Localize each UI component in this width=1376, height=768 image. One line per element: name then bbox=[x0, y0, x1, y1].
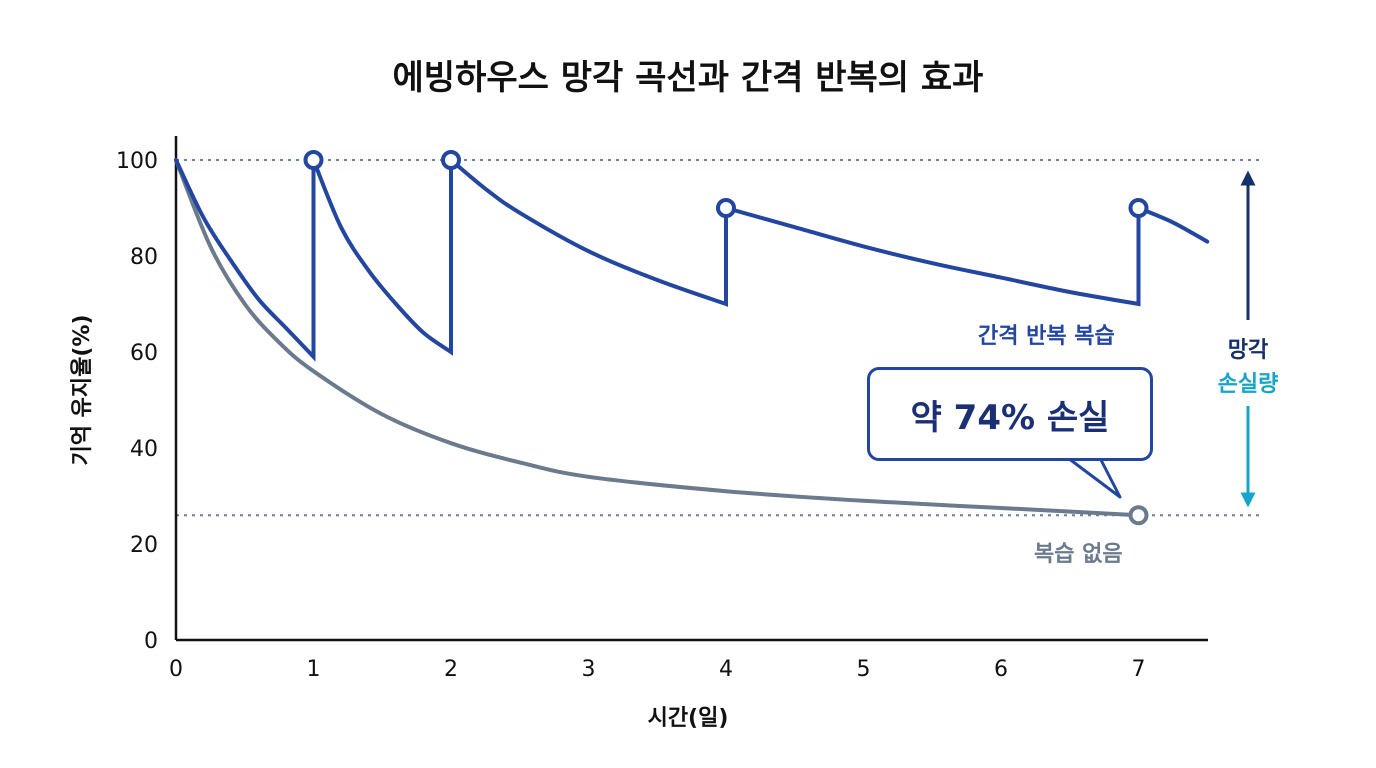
y-tick-40: 40 bbox=[130, 437, 158, 462]
x-tick-7: 7 bbox=[1132, 657, 1146, 682]
y-axis-label: 기억 유지율(%) bbox=[70, 314, 95, 466]
x-tick-3: 3 bbox=[582, 657, 596, 682]
loss-label-top: 망각 bbox=[1227, 338, 1269, 363]
review-point-3 bbox=[716, 198, 736, 218]
loss-callout-text: 약 74% 손실 bbox=[910, 397, 1110, 438]
x-tick-2: 2 bbox=[444, 657, 458, 682]
x-axis-label: 시간(일) bbox=[647, 706, 729, 731]
line-no-review bbox=[174, 158, 1141, 518]
series-label-spaced-repetition: 간격 반복 복습 bbox=[978, 324, 1115, 349]
chart-title: 에빙하우스 망각 곡선과 간격 반복의 효과 bbox=[392, 58, 984, 98]
x-tick-0: 0 bbox=[169, 657, 183, 682]
loss-label-bottom: 손실량 bbox=[1217, 372, 1279, 397]
line-spaced-repetition bbox=[174, 155, 1210, 362]
no-review-end-point bbox=[1128, 505, 1149, 526]
callout-tail bbox=[1067, 456, 1122, 499]
x-tick-5: 5 bbox=[857, 657, 871, 682]
x-tick-4: 4 bbox=[719, 657, 733, 682]
review-point-2 bbox=[441, 150, 461, 170]
loss-callout: 약 74% 손실 bbox=[867, 367, 1153, 461]
series-label-no-review: 복습 없음 bbox=[1034, 542, 1123, 567]
y-tick-20: 20 bbox=[130, 533, 158, 558]
y-tick-0: 0 bbox=[144, 629, 158, 654]
review-point-4 bbox=[1128, 198, 1149, 218]
y-tick-80: 80 bbox=[130, 245, 158, 270]
y-tick-60: 60 bbox=[130, 341, 158, 366]
y-tick-100: 100 bbox=[116, 149, 158, 174]
x-tick-6: 6 bbox=[994, 657, 1008, 682]
review-point-1 bbox=[303, 150, 324, 170]
x-tick-1: 1 bbox=[307, 657, 321, 682]
